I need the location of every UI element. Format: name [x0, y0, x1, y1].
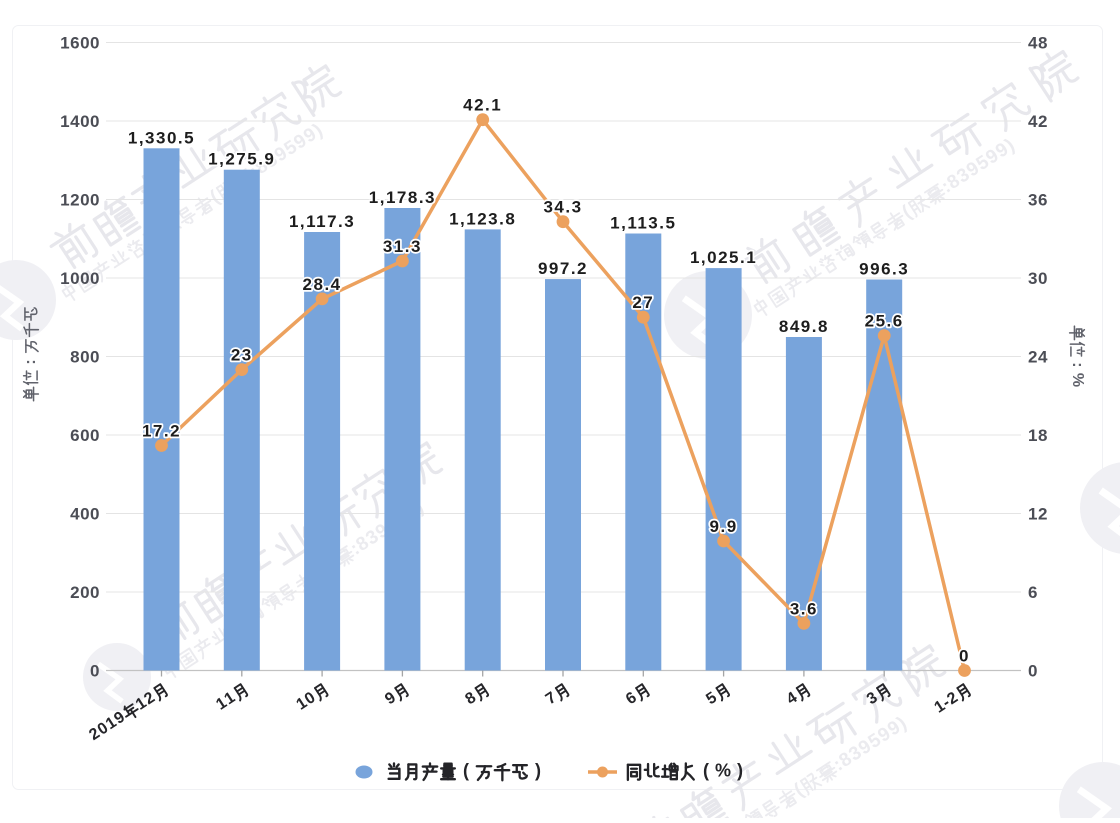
- svg-text:1,113.5: 1,113.5: [610, 214, 676, 233]
- svg-text:42: 42: [1028, 112, 1048, 131]
- svg-text:1,178.3: 1,178.3: [369, 188, 436, 207]
- svg-text:1200: 1200: [60, 191, 100, 210]
- svg-text:1,123.8: 1,123.8: [449, 209, 516, 228]
- svg-text:25.6: 25.6: [865, 312, 904, 331]
- svg-text:%: %: [1069, 373, 1086, 387]
- svg-text:12: 12: [1028, 505, 1048, 524]
- svg-text:42.1: 42.1: [463, 96, 502, 115]
- svg-text:): ): [535, 761, 541, 781]
- svg-text:1,025.1: 1,025.1: [690, 248, 757, 267]
- svg-text:600: 600: [70, 426, 100, 445]
- svg-text:9.9: 9.9: [710, 517, 738, 536]
- svg-text:1000: 1000: [60, 269, 100, 288]
- svg-text:30: 30: [1028, 269, 1048, 288]
- svg-text::: :: [22, 359, 39, 364]
- svg-text:0: 0: [959, 647, 970, 666]
- svg-text:1,275.9: 1,275.9: [208, 150, 275, 169]
- svg-text:200: 200: [70, 583, 100, 602]
- svg-text:1600: 1600: [60, 34, 100, 53]
- svg-text:6: 6: [1028, 583, 1038, 602]
- svg-text:18: 18: [1028, 426, 1048, 445]
- svg-text:0: 0: [1028, 662, 1038, 681]
- svg-text:): ): [737, 761, 743, 781]
- svg-text:0: 0: [90, 662, 100, 681]
- svg-text:34.3: 34.3: [543, 198, 582, 217]
- svg-text:28.4: 28.4: [303, 275, 342, 294]
- svg-text:3.6: 3.6: [790, 599, 818, 618]
- svg-text:24: 24: [1028, 348, 1048, 367]
- svg-text:48: 48: [1028, 34, 1048, 53]
- svg-text:(: (: [463, 761, 469, 781]
- svg-text:(: (: [703, 761, 709, 781]
- svg-text:400: 400: [70, 505, 100, 524]
- svg-text:996.3: 996.3: [859, 260, 909, 279]
- svg-text:849.8: 849.8: [779, 317, 829, 336]
- svg-text:36: 36: [1028, 191, 1048, 210]
- svg-text:23: 23: [231, 346, 253, 365]
- svg-text:1400: 1400: [60, 112, 100, 131]
- svg-text::: :: [1069, 362, 1086, 367]
- svg-text:1,117.3: 1,117.3: [289, 212, 355, 231]
- svg-text:17.2: 17.2: [142, 422, 181, 441]
- svg-text:27: 27: [632, 293, 654, 312]
- svg-text:%: %: [715, 761, 731, 781]
- svg-text:997.2: 997.2: [538, 259, 588, 278]
- svg-text:1,330.5: 1,330.5: [128, 128, 195, 147]
- svg-text:800: 800: [70, 348, 100, 367]
- svg-text:31.3: 31.3: [383, 237, 422, 256]
